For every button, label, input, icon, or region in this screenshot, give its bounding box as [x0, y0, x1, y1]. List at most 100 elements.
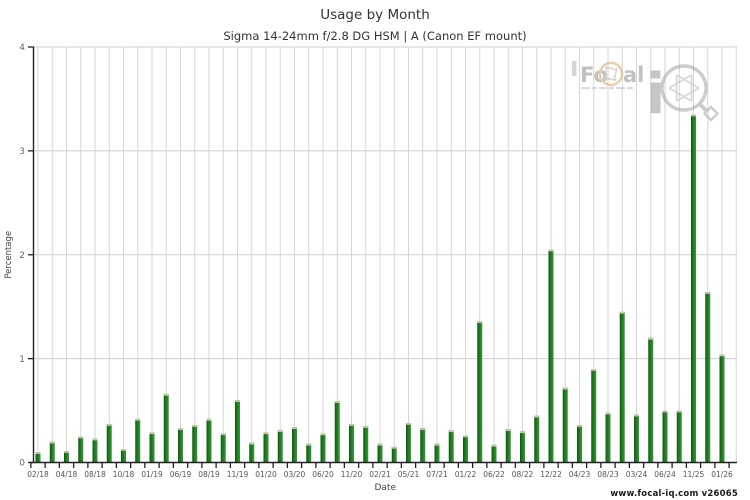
bar-cap — [363, 426, 369, 428]
bar-cap — [106, 424, 112, 426]
bar — [676, 410, 682, 463]
bar — [705, 292, 711, 463]
bar — [477, 321, 483, 463]
bar-cap — [534, 415, 540, 418]
bar — [135, 418, 141, 463]
bar — [562, 387, 568, 463]
bar — [377, 443, 383, 463]
chart-subtitle: Sigma 14-24mm f/2.8 DG HSM | A (Canon EF… — [223, 29, 527, 43]
x-tick-label: 01/22 — [455, 470, 477, 479]
bars — [35, 114, 725, 463]
x-axis-title: Date — [374, 483, 396, 493]
bar-cap — [178, 428, 183, 431]
bar-cap — [35, 452, 41, 454]
bar-cap — [163, 393, 169, 396]
bar-cap — [477, 321, 483, 324]
x-tick-label: 07/21 — [426, 470, 448, 479]
bar-cap — [249, 442, 255, 445]
bar — [605, 412, 611, 463]
x-tick-label: 11/20 — [341, 470, 363, 479]
x-tick-label: 03/24 — [626, 470, 648, 479]
x-tick-label: 02/21 — [369, 470, 391, 479]
bar-cap — [334, 401, 340, 404]
x-tick-label: 10/18 — [113, 470, 135, 479]
bar — [192, 425, 198, 463]
bar-cap — [377, 443, 383, 446]
bar-cap — [277, 430, 283, 433]
bar — [277, 430, 283, 463]
bar-cap — [64, 451, 69, 453]
bar — [505, 429, 511, 463]
bar-cap — [292, 427, 297, 429]
x-tick-label: 06/19 — [170, 470, 192, 479]
bar — [391, 446, 397, 463]
bar — [235, 400, 240, 463]
bar-cap — [92, 438, 98, 441]
bar-cap — [206, 418, 212, 421]
bar-cap — [434, 443, 440, 446]
bar — [206, 418, 212, 463]
bar-cap — [719, 354, 725, 357]
bar-cap — [648, 337, 654, 340]
bar-cap — [306, 443, 312, 446]
bar — [163, 393, 169, 463]
bar — [548, 249, 554, 463]
bar-cap — [135, 418, 141, 421]
bar-cap — [448, 430, 454, 433]
y-tick-label: 0 — [19, 459, 25, 469]
x-tick-label: 08/22 — [512, 470, 534, 479]
bar — [35, 452, 41, 463]
bar-cap — [149, 432, 155, 435]
bar — [263, 432, 269, 463]
bar-cap — [420, 428, 426, 431]
bar-cap — [235, 400, 240, 402]
bar — [491, 444, 497, 463]
bar — [719, 354, 725, 463]
bar — [149, 432, 155, 463]
bar-cap — [349, 424, 354, 426]
x-tick-label: 12/22 — [540, 470, 562, 479]
bar — [92, 438, 98, 463]
bar-cap — [676, 410, 682, 413]
bar — [49, 441, 55, 463]
x-axis-ticks — [30, 462, 730, 468]
horizontal-gridlines — [33, 46, 737, 360]
x-tick-label: 03/20 — [284, 470, 306, 479]
bar — [406, 423, 411, 463]
x-tick-label: 01/20 — [255, 470, 277, 479]
bar-cap — [705, 292, 711, 294]
bar-cap — [320, 433, 326, 436]
x-tick-label: 02/18 — [27, 470, 49, 479]
bar — [648, 337, 654, 463]
bar — [662, 410, 668, 463]
bar — [178, 428, 183, 463]
bar-cap — [391, 446, 397, 449]
bar-cap — [662, 410, 668, 413]
x-tick-label: 08/23 — [597, 470, 619, 479]
bar-cap — [192, 425, 198, 427]
bar — [534, 415, 540, 463]
y-tick-label: 3 — [19, 147, 25, 157]
y-tick-label: 2 — [19, 251, 25, 261]
x-tick-label: 05/21 — [398, 470, 420, 479]
bar-cap — [463, 435, 468, 438]
bar — [306, 443, 312, 463]
bar-cap — [263, 432, 269, 435]
bar — [64, 451, 69, 463]
x-tick-label: 06/20 — [312, 470, 334, 479]
bar-cap — [619, 311, 625, 314]
bar — [334, 401, 340, 463]
x-tick-label: 04/18 — [56, 470, 78, 479]
x-tick-label: 06/24 — [654, 470, 676, 479]
bar-cap — [491, 444, 497, 447]
bar-cap — [605, 412, 611, 415]
bar — [691, 114, 696, 463]
bar — [121, 448, 126, 463]
bar — [619, 311, 625, 463]
bar-cap — [577, 425, 582, 427]
bar-cap — [220, 433, 226, 436]
bar — [249, 442, 255, 463]
chart-title: Usage by Month — [320, 7, 430, 23]
bar — [420, 428, 426, 463]
